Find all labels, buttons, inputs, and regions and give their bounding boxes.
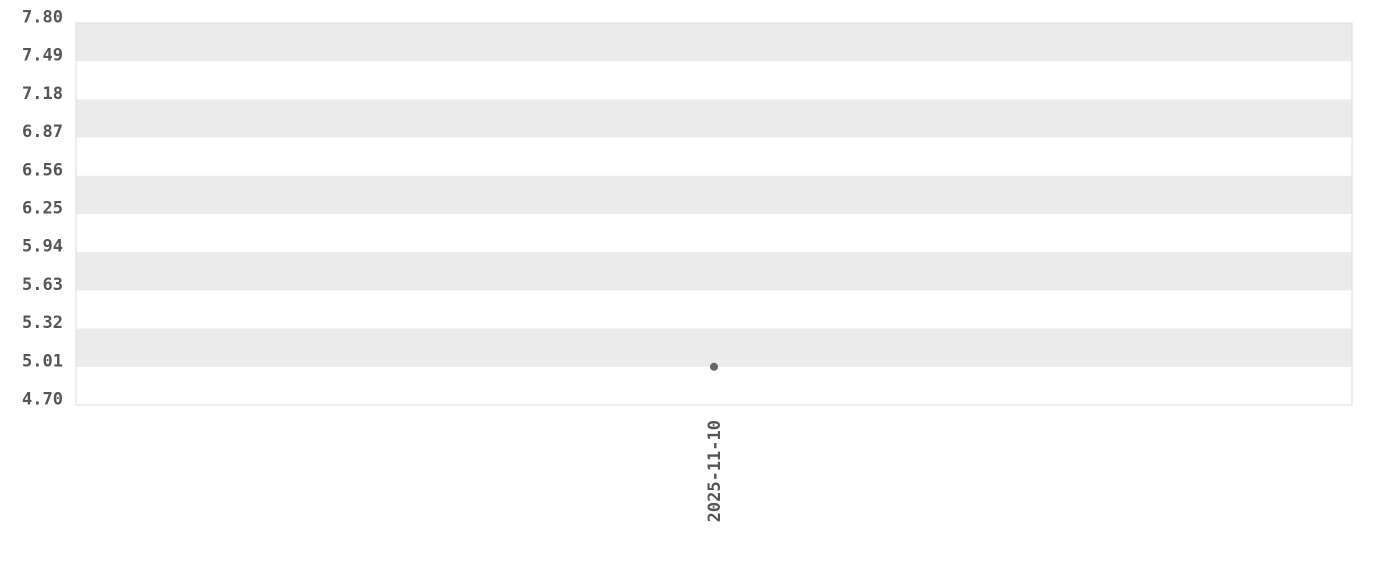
y-tick-label: 4.70 — [22, 390, 63, 410]
y-tick-label: 5.01 — [22, 351, 63, 371]
y-tick-label: 7.49 — [22, 46, 63, 66]
y-tick-label: 6.87 — [22, 122, 63, 142]
y-tick-label: 5.32 — [22, 313, 63, 333]
grid-band — [76, 99, 1352, 138]
y-tick-label: 7.80 — [22, 8, 63, 28]
y-tick-label: 7.18 — [22, 84, 63, 104]
x-axis: 2025-11-10 — [705, 420, 725, 522]
grid-band — [76, 252, 1352, 291]
data-point — [710, 362, 718, 371]
grid-band — [76, 175, 1352, 214]
y-tick-label: 5.94 — [22, 237, 63, 257]
y-tick-label: 6.56 — [22, 160, 63, 180]
grid-band — [76, 328, 1352, 367]
data-points — [710, 362, 718, 371]
x-tick-label: 2025-11-10 — [705, 420, 725, 522]
y-tick-label: 6.25 — [22, 199, 63, 219]
grid-band — [76, 23, 1352, 62]
y-axis: 7.80 7.49 7.18 6.87 6.56 6.25 5.94 5.63 5.32 5.01… — [22, 8, 63, 410]
grid-bands — [76, 23, 1352, 367]
plot-border — [75, 22, 1353, 406]
y-tick-label: 5.63 — [22, 275, 63, 295]
